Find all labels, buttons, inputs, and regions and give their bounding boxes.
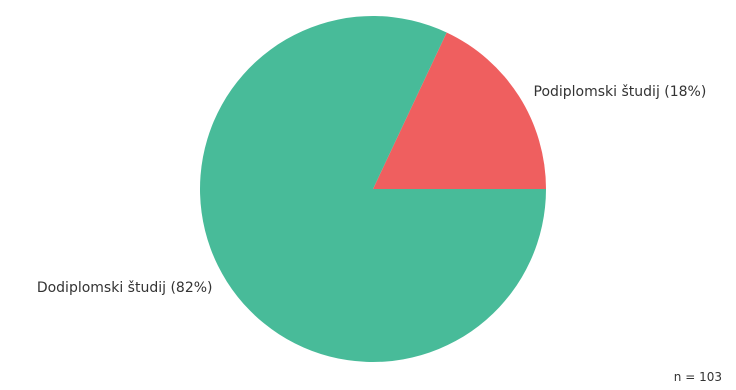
pie-slice-0 <box>373 32 546 189</box>
pie-slices <box>199 15 546 362</box>
sample-size-note: n = 103 <box>673 370 722 384</box>
pie-slice-1 <box>199 15 546 362</box>
pie-label-1: Dodiplomski študij (82%) <box>37 280 213 296</box>
pie-label-0: Podiplomski študij (18%) <box>534 84 707 100</box>
pie-labels: Podiplomski študij (18%) Dodiplomski štud… <box>37 84 707 296</box>
